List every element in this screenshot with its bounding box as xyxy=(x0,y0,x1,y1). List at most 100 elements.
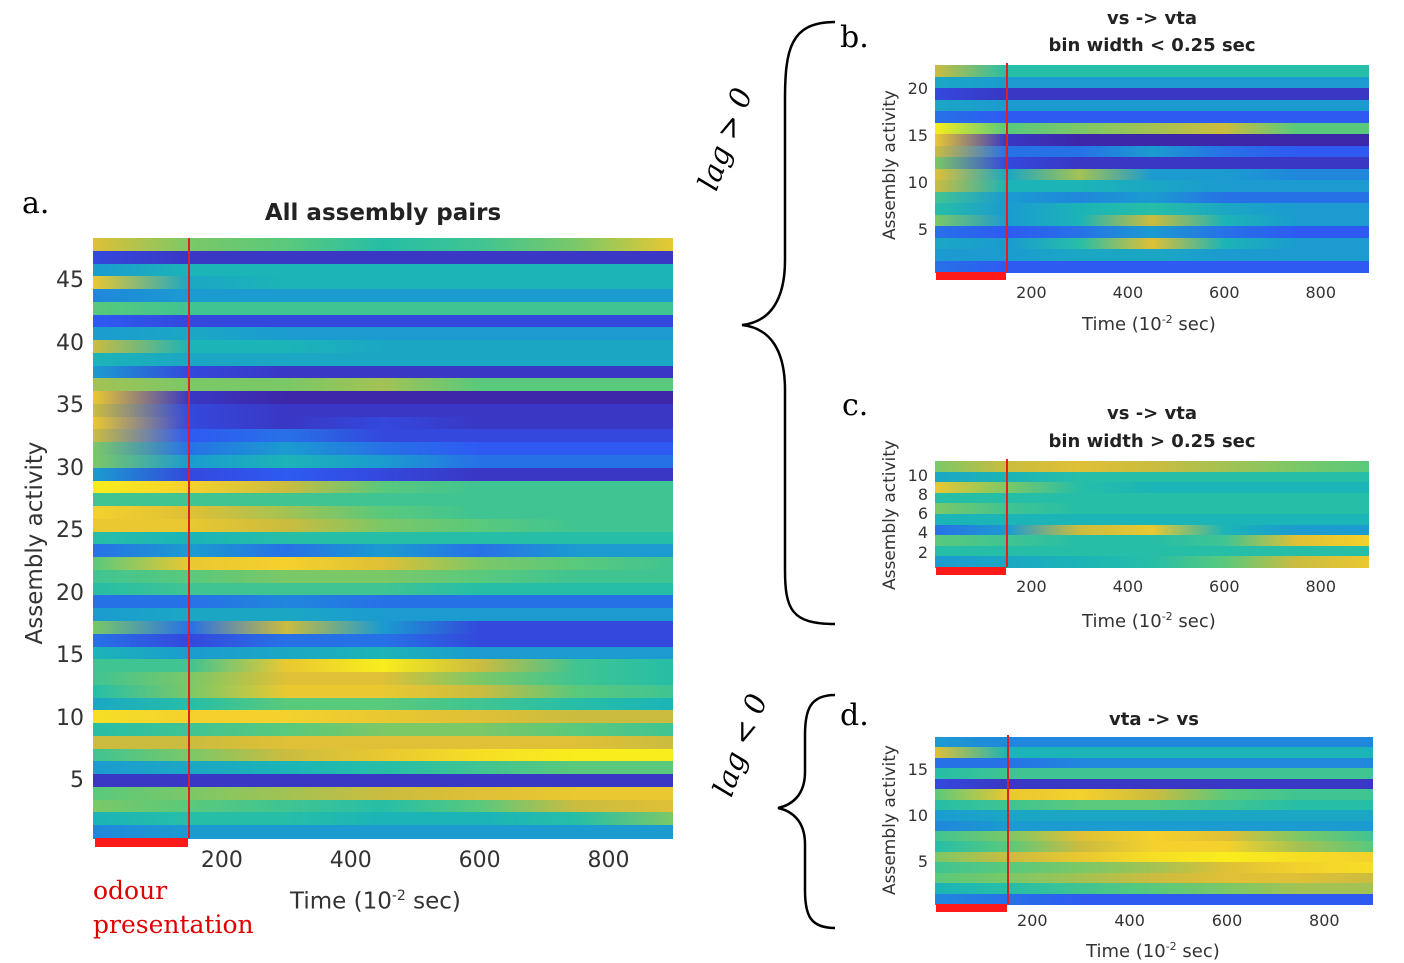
ytick-label: 10 xyxy=(907,805,928,825)
heatmap-row xyxy=(93,812,673,826)
heatmap-row xyxy=(93,340,673,354)
ytick-label: 6 xyxy=(917,504,928,524)
heatmap-row xyxy=(93,518,673,533)
xtick-label: 800 xyxy=(1305,283,1337,302)
heatmap-row xyxy=(93,723,673,737)
panel-c-heatmap xyxy=(935,461,1369,568)
xtick-label: 200 xyxy=(1016,283,1047,302)
ytick-label: 8 xyxy=(917,484,928,504)
heatmap-row xyxy=(935,88,1369,101)
heatmap-row xyxy=(93,544,673,558)
heatmap-row xyxy=(93,557,673,571)
heatmap-row xyxy=(935,237,1369,250)
heatmap-row xyxy=(93,799,673,814)
heatmap-row xyxy=(935,851,1373,863)
ytick-label: 35 xyxy=(56,393,84,419)
panel-b-odour-bar xyxy=(936,272,1006,280)
ytick-label: 45 xyxy=(56,268,84,294)
panel-a-title: All assembly pairs xyxy=(264,200,502,226)
heatmap-row xyxy=(93,276,673,290)
panel-c-odour-bar xyxy=(936,567,1006,575)
panel-d-heatmap xyxy=(935,737,1373,905)
panel-c-xlabel-tail: sec) xyxy=(1172,611,1216,632)
heatmap-row xyxy=(93,365,673,380)
panel-c-letter: c. xyxy=(842,388,869,423)
xtick-label: 400 xyxy=(1112,283,1144,302)
heatmap-row xyxy=(93,595,673,609)
heatmap-row xyxy=(93,467,673,482)
panel-a-xlabel-main: Time (10 xyxy=(290,888,392,915)
heatmap-row xyxy=(935,492,1369,504)
heatmap-row xyxy=(93,429,673,443)
ytick-label: 20 xyxy=(907,78,928,98)
ytick-label: 5 xyxy=(917,219,928,239)
heatmap-row xyxy=(93,403,673,418)
panel-c-title-line2: bin width > 0.25 sec xyxy=(1048,431,1256,452)
panel-b-xlabel-exp: -2 xyxy=(1161,313,1173,326)
heatmap-row xyxy=(93,735,673,750)
ytick-label: 2 xyxy=(917,542,928,562)
heatmap-row xyxy=(935,789,1373,801)
heatmap-row xyxy=(935,514,1369,526)
panel-d-xlabel: Time (10-2 sec) xyxy=(1086,940,1220,962)
heatmap-row xyxy=(935,535,1369,547)
panel-b-title-line2: bin width < 0.25 sec xyxy=(1048,35,1256,56)
heatmap-row xyxy=(935,757,1373,769)
panel-c-title-line1: vs -> vta xyxy=(1106,403,1198,424)
heatmap-row xyxy=(935,810,1373,822)
ytick-label: 10 xyxy=(907,172,928,192)
panel-a-xlabel-tail: sec) xyxy=(405,888,461,915)
heatmap-row xyxy=(93,314,673,328)
odour-label-line1: odour xyxy=(93,876,168,905)
heatmap-row xyxy=(93,289,673,303)
panel-b-xlabel-main: Time (10 xyxy=(1082,314,1162,335)
panel-a-heatmap xyxy=(93,238,673,839)
ytick-label: 15 xyxy=(907,125,928,145)
xtick-label: 800 xyxy=(587,848,630,873)
heatmap-row xyxy=(935,168,1369,181)
heatmap-row xyxy=(935,883,1373,895)
ytick-label: 10 xyxy=(907,465,928,485)
ytick-label: 40 xyxy=(56,330,84,356)
panel-a-xlabel: Time (10-2 sec) xyxy=(290,888,461,915)
heatmap-row xyxy=(935,122,1369,135)
ytick-label: 15 xyxy=(56,643,84,669)
heatmap-row xyxy=(93,825,673,839)
heatmap-row xyxy=(935,249,1369,262)
xtick-label: 600 xyxy=(1209,577,1240,596)
xtick-label: 200 xyxy=(1017,911,1048,930)
heatmap-row xyxy=(935,214,1369,227)
panel-b-title-line1: vs -> vta xyxy=(1106,8,1198,29)
heatmap-row xyxy=(93,633,673,648)
panel-a-xlabel-exp: -2 xyxy=(391,888,406,904)
heatmap-row xyxy=(93,455,673,469)
ytick-label: 4 xyxy=(917,523,928,543)
heatmap-row xyxy=(935,841,1373,853)
xtick-label: 800 xyxy=(1309,911,1340,930)
ytick-label: 30 xyxy=(56,455,84,481)
heatmap-row xyxy=(93,506,673,520)
ytick-label: 5 xyxy=(70,768,84,794)
brace-lag-positive xyxy=(741,20,836,626)
heatmap-row xyxy=(935,226,1369,239)
heatmap-row xyxy=(935,157,1369,170)
panel-d-stimulus-line xyxy=(1007,735,1009,904)
heatmap-row xyxy=(935,872,1373,884)
heatmap-row xyxy=(935,737,1373,749)
heatmap-row xyxy=(93,786,673,801)
ytick-label: 10 xyxy=(56,705,84,731)
heatmap-row xyxy=(93,442,673,456)
xtick-label: 600 xyxy=(458,848,501,873)
panel-b-letter: b. xyxy=(840,20,869,55)
heatmap-row xyxy=(935,503,1369,515)
heatmap-row xyxy=(93,250,673,265)
ytick-label: 5 xyxy=(917,852,928,872)
xtick-label: 800 xyxy=(1305,577,1337,596)
heatmap-row xyxy=(93,659,673,673)
heatmap-row xyxy=(935,461,1369,473)
heatmap-row xyxy=(93,352,673,367)
heatmap-row xyxy=(93,263,673,277)
xtick-label: 200 xyxy=(200,848,243,873)
heatmap-row xyxy=(935,778,1373,790)
ytick-label: 15 xyxy=(907,759,928,779)
